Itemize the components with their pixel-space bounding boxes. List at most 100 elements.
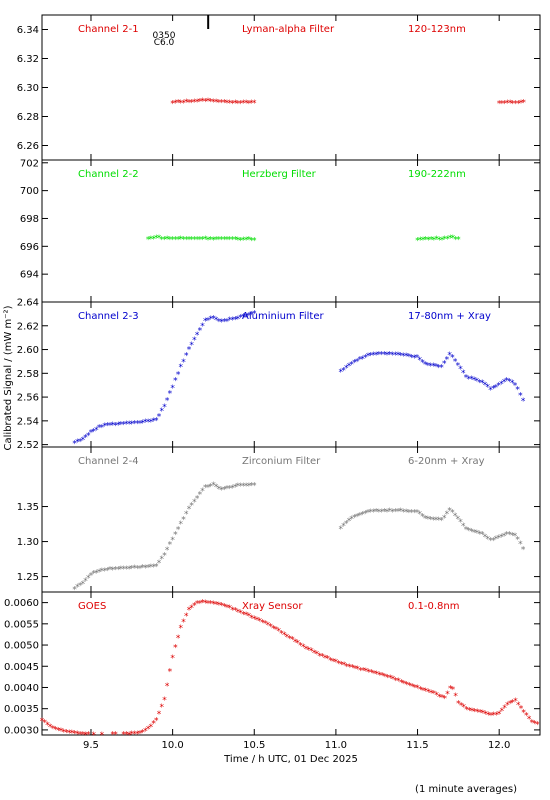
data-point: * [339, 660, 344, 670]
y-axis-title: Calibrated Signal / (mW m⁻²) [3, 305, 14, 450]
data-point: * [309, 647, 314, 657]
data-point: * [187, 346, 192, 356]
data-point: * [508, 700, 513, 710]
data-point: * [108, 422, 113, 432]
panels-group: 6.26 6.28 6.30 6.32 6.34 Channel 2-1 Lyman-alp… [4, 14, 541, 751]
data-point: * [91, 570, 96, 580]
data-point: * [483, 710, 488, 720]
data-point: * [374, 670, 379, 680]
data-point: * [475, 377, 480, 387]
panel-3: 2.52 2.54 2.56 2.58 2.60 2.62 2.64 Channel 2-3 A… [17, 298, 541, 451]
data-point: * [228, 316, 233, 326]
data-point: * [488, 386, 493, 396]
data-point: * [415, 509, 420, 519]
y-tick-label: 694 [20, 270, 39, 281]
data-point: * [225, 317, 230, 327]
data-point: * [491, 711, 496, 721]
data-point: * [434, 691, 439, 701]
data-point: * [159, 407, 164, 417]
data-point: * [138, 565, 143, 575]
data-point: * [97, 568, 102, 578]
data-point: * [184, 510, 189, 520]
data-point: * [228, 99, 233, 109]
data-point: * [252, 310, 257, 320]
data-point: * [516, 701, 521, 711]
data-point: * [483, 381, 488, 391]
data-point: * [274, 625, 279, 635]
data-point: * [293, 638, 298, 648]
data-point: * [154, 416, 159, 426]
data-point: * [214, 600, 219, 610]
data-point: * [486, 383, 491, 393]
data-point: * [469, 375, 474, 385]
data-point: * [181, 358, 186, 368]
panel-frame [41, 14, 541, 161]
data-point: * [298, 641, 303, 651]
data-point: * [78, 582, 83, 592]
data-point: * [127, 565, 132, 575]
data-point: * [456, 362, 461, 372]
data-point: * [162, 551, 167, 561]
data-point: * [494, 383, 499, 393]
data-point: * [440, 693, 445, 703]
data-point: * [241, 482, 246, 492]
y-tick-label: 6.28 [17, 112, 39, 123]
data-point: * [127, 420, 132, 430]
data-point: * [211, 600, 216, 610]
data-point: * [214, 483, 219, 493]
data-point: * [360, 511, 365, 521]
data-point: * [401, 352, 406, 362]
data-point: * [143, 418, 148, 428]
data-point: * [426, 236, 431, 246]
data-point: * [513, 532, 518, 542]
data-point: * [113, 421, 118, 431]
data-point: * [192, 336, 197, 346]
y-tick-label: 698 [20, 214, 39, 225]
data-point: * [225, 485, 230, 495]
data-point: * [513, 697, 518, 707]
data-point: * [443, 235, 448, 245]
data-point: * [173, 377, 178, 387]
data-point: * [266, 621, 271, 631]
data-point: * [423, 515, 428, 525]
x-axis-title: Time / h UTC, 01 Dec 2025 [223, 754, 358, 765]
data-point: * [426, 688, 431, 698]
data-point: * [203, 235, 208, 245]
data-point: * [170, 536, 175, 546]
data-point: * [138, 730, 143, 740]
data-point: * [230, 316, 235, 326]
data-point: * [62, 728, 67, 738]
data-point: * [168, 668, 173, 678]
data-point: * [497, 710, 502, 720]
data-point: * [257, 617, 262, 627]
panel-band-label: 190-222nm [408, 169, 466, 180]
data-point: * [445, 235, 450, 245]
data-point: * [385, 508, 390, 518]
data-point: * [325, 655, 330, 665]
data-point: * [304, 645, 309, 655]
data-point: * [415, 684, 420, 694]
data-point: * [111, 566, 116, 576]
panel-filter-label: Zirconium Filter [242, 456, 321, 467]
data-point: * [222, 235, 227, 245]
data-point: * [83, 731, 88, 741]
y-tick-label: 2.56 [17, 393, 39, 404]
data-point: * [247, 236, 252, 246]
data-point: * [339, 525, 344, 535]
data-point: * [192, 602, 197, 612]
data-point: * [236, 99, 241, 109]
data-point: * [119, 421, 124, 431]
panel-frame [41, 591, 541, 736]
y-tick-label: 6.32 [17, 54, 39, 65]
data-point: * [45, 721, 50, 731]
data-point: * [499, 533, 504, 543]
data-point: * [105, 567, 110, 577]
x-tick-label: 9.5 [83, 740, 99, 751]
x-tick-label: 10.0 [161, 740, 183, 751]
y-tick-label: 1.25 [17, 572, 39, 583]
data-point: * [236, 315, 241, 325]
data-point: * [461, 522, 466, 532]
data-point: * [287, 635, 292, 645]
data-point: * [442, 359, 447, 369]
data-point: * [230, 484, 235, 494]
